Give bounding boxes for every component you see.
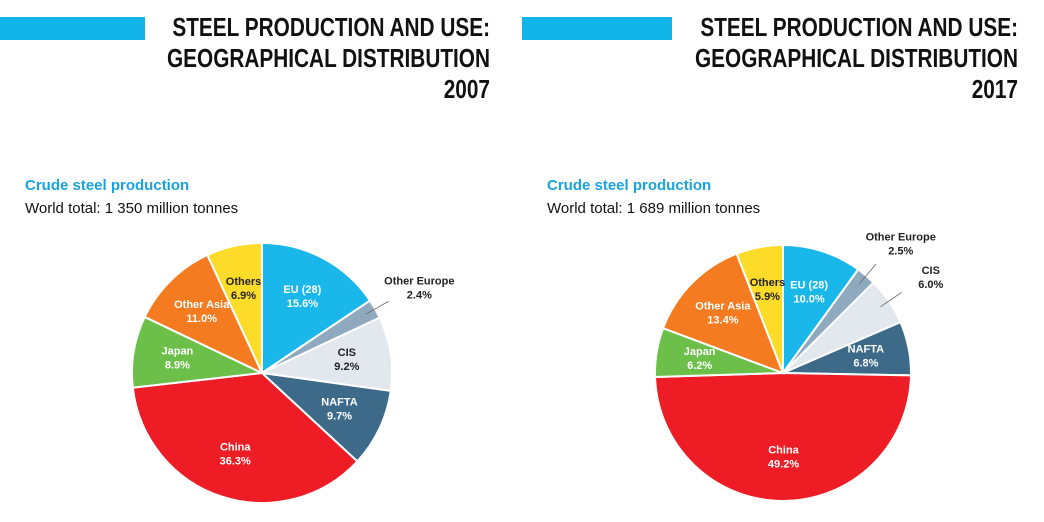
pie-slice bbox=[261, 241, 372, 375]
slice-category: Other Asia bbox=[695, 301, 751, 313]
pie-slice bbox=[782, 243, 860, 377]
accent-bar bbox=[0, 17, 145, 40]
slice-category: Japan bbox=[161, 346, 193, 358]
data-label: 8.9% bbox=[165, 360, 190, 372]
chart-subtitle: Crude steel production bbox=[547, 177, 711, 194]
data-label: 10.0% bbox=[794, 294, 825, 306]
data-label: 2.5% bbox=[888, 245, 913, 257]
chart-title: 2007 bbox=[444, 75, 490, 104]
slice-category: Japan bbox=[684, 346, 716, 358]
chart-title: STEEL PRODUCTION AND USE: bbox=[700, 13, 1018, 42]
data-label: 6.9% bbox=[231, 290, 256, 302]
slice-category: Others bbox=[750, 277, 785, 289]
data-label: 5.9% bbox=[755, 291, 780, 303]
slice-category: Other Europe bbox=[866, 231, 936, 243]
pie-slice bbox=[131, 371, 359, 504]
slice-category: China bbox=[220, 441, 251, 453]
pie-slice bbox=[258, 371, 392, 463]
data-label: 49.2% bbox=[768, 458, 799, 470]
slice-category: Other Europe bbox=[384, 275, 454, 287]
chart-title: STEEL PRODUCTION AND USE: bbox=[172, 13, 490, 42]
data-label: 15.6% bbox=[287, 298, 318, 310]
slice-category: China bbox=[768, 444, 799, 456]
accent-bar bbox=[522, 17, 672, 40]
data-label: 11.0% bbox=[186, 313, 217, 325]
pie-slice bbox=[143, 253, 265, 376]
data-label: 9.7% bbox=[327, 411, 352, 423]
pie-slice bbox=[206, 241, 263, 374]
data-label: 2.4% bbox=[407, 289, 432, 301]
slice-category: Others bbox=[226, 276, 261, 288]
slice-category: EU (28) bbox=[283, 284, 321, 296]
leader-line bbox=[859, 263, 877, 284]
data-label: 13.4% bbox=[707, 315, 738, 327]
slice-category: Other Asia bbox=[174, 299, 230, 311]
pie-slice bbox=[661, 252, 785, 375]
slice-category: NAFTA bbox=[321, 397, 358, 409]
chart-title: 2017 bbox=[972, 75, 1018, 104]
pie-slice bbox=[654, 371, 912, 502]
leader-line bbox=[365, 300, 389, 315]
slice-category: EU (28) bbox=[790, 280, 828, 292]
chart-note: World total: 1 689 million tonnes bbox=[547, 200, 760, 217]
data-label: 6.8% bbox=[853, 358, 878, 370]
slice-category: CIS bbox=[338, 347, 356, 359]
data-label: 9.2% bbox=[334, 361, 359, 373]
data-label: 6.2% bbox=[687, 360, 712, 372]
pie-slice bbox=[735, 243, 784, 374]
leader-line bbox=[880, 292, 902, 308]
data-label: 36.3% bbox=[220, 455, 251, 467]
chart-title: GEOGRAPHICAL DISTRIBUTION bbox=[695, 44, 1018, 73]
data-label: 6.0% bbox=[918, 279, 943, 291]
slice-category: CIS bbox=[922, 265, 940, 277]
chart-title: GEOGRAPHICAL DISTRIBUTION bbox=[167, 44, 490, 73]
slice-category: NAFTA bbox=[848, 344, 885, 356]
chart-subtitle: Crude steel production bbox=[25, 177, 189, 194]
chart-note: World total: 1 350 million tonnes bbox=[25, 200, 238, 217]
